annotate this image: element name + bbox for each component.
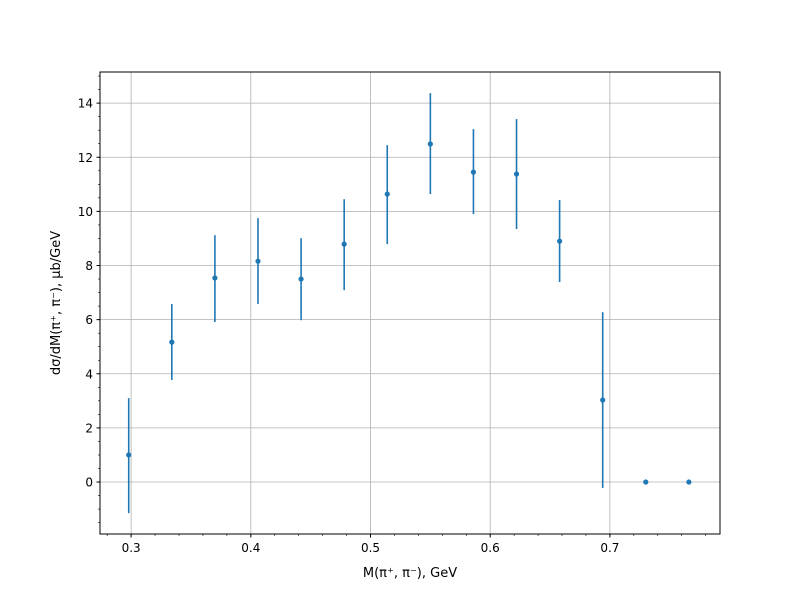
y-tick-label: 14 xyxy=(78,97,93,111)
y-tick-label: 2 xyxy=(85,421,93,435)
y-tick-label: 8 xyxy=(85,259,93,273)
y-tick-label: 0 xyxy=(85,476,93,490)
axes-frame xyxy=(99,71,721,535)
y-tick-label: 6 xyxy=(85,313,93,327)
ticks: 0.3 0.4 0.5 0.6 0.7 0 2 4 6 8 10 12 14 xyxy=(78,75,706,555)
data-point xyxy=(169,339,175,345)
data-point xyxy=(643,479,649,485)
y-tick-label: 12 xyxy=(78,151,93,165)
data-point xyxy=(427,141,433,147)
data-point xyxy=(686,479,692,485)
x-tick-label: 0.4 xyxy=(241,541,260,555)
y-axis-label: dσ/dM(π⁺, π⁻), μb/GeV xyxy=(49,231,64,375)
data-series xyxy=(126,93,692,514)
x-tick-label: 0.3 xyxy=(122,541,141,555)
data-point xyxy=(255,258,261,264)
x-tick-label: 0.5 xyxy=(361,541,380,555)
data-point xyxy=(212,275,218,281)
data-point xyxy=(600,397,606,403)
data-point xyxy=(557,238,563,244)
x-tick-label: 0.7 xyxy=(600,541,619,555)
x-tick-label: 0.6 xyxy=(481,541,500,555)
data-point xyxy=(470,169,477,175)
data-point xyxy=(126,452,132,458)
grid xyxy=(100,72,720,534)
y-tick-label: 10 xyxy=(78,205,93,219)
data-point xyxy=(341,241,347,247)
data-point xyxy=(298,276,304,282)
data-point xyxy=(513,171,520,177)
x-axis-label: M(π⁺, π⁻), GeV xyxy=(363,566,457,581)
y-tick-label: 4 xyxy=(85,367,93,381)
data-point xyxy=(384,191,390,197)
